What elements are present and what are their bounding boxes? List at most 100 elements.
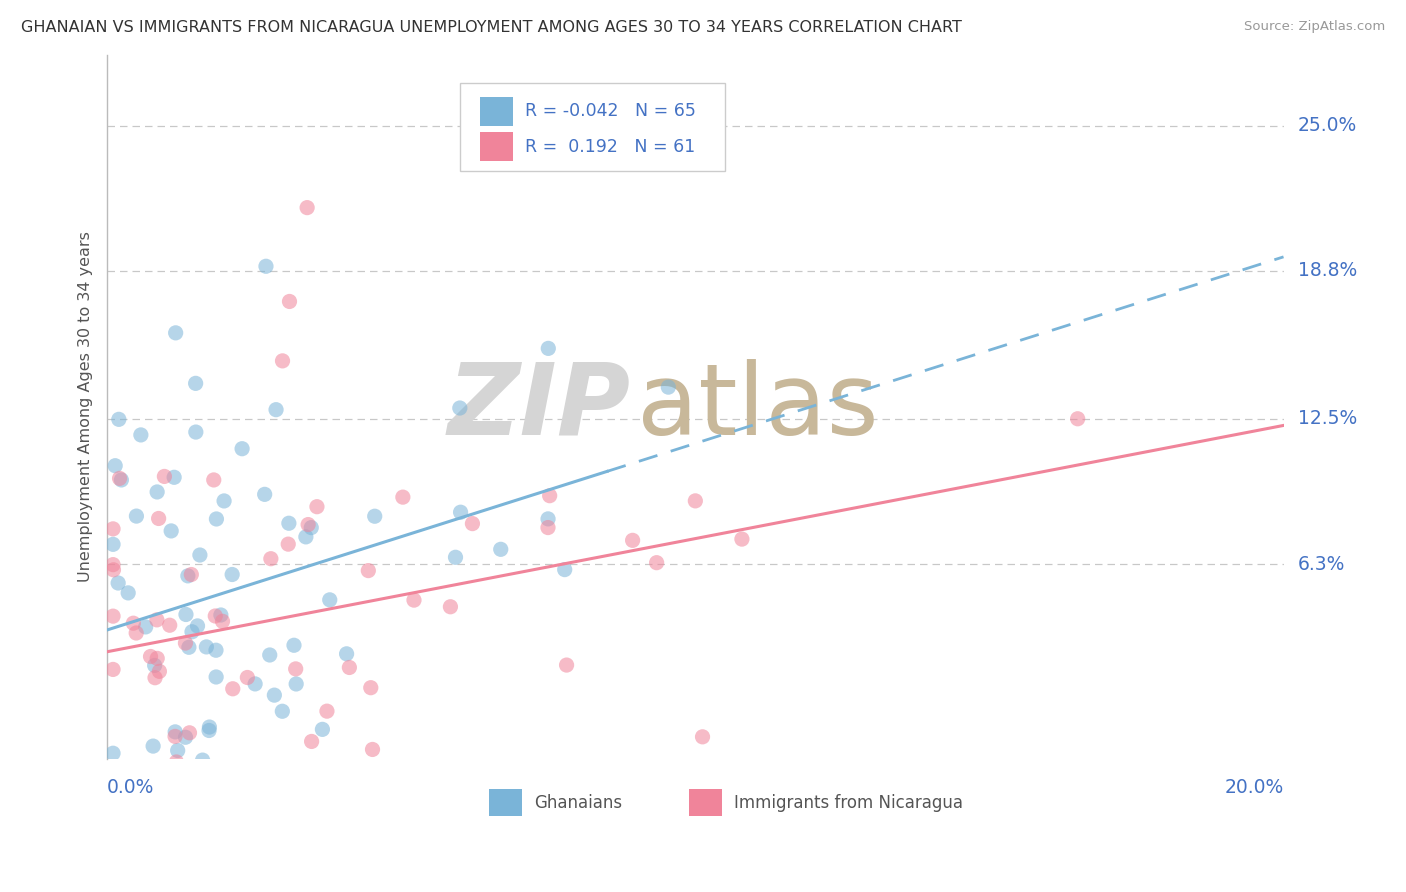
Point bbox=[135, 620, 157, 634]
Text: 25.0%: 25.0% bbox=[1298, 116, 1357, 135]
Point bbox=[186, 619, 208, 633]
Point bbox=[305, 500, 328, 514]
Point bbox=[110, 781, 132, 796]
Point bbox=[108, 471, 131, 485]
Point bbox=[297, 517, 319, 532]
Point bbox=[153, 469, 176, 483]
Point bbox=[731, 532, 754, 546]
Point bbox=[165, 755, 187, 769]
Point bbox=[263, 688, 285, 702]
Point bbox=[657, 380, 679, 394]
Point bbox=[202, 473, 225, 487]
Point bbox=[105, 850, 128, 864]
Point bbox=[184, 376, 207, 391]
Point bbox=[165, 724, 187, 739]
Text: ZIP: ZIP bbox=[447, 359, 631, 456]
Point bbox=[645, 556, 668, 570]
Point bbox=[101, 537, 124, 551]
Point bbox=[188, 548, 211, 562]
Point bbox=[299, 520, 322, 534]
Point bbox=[439, 599, 461, 614]
Point bbox=[148, 665, 170, 679]
Point bbox=[103, 563, 125, 577]
Text: atlas: atlas bbox=[637, 359, 879, 456]
Point bbox=[180, 567, 202, 582]
Point bbox=[108, 412, 131, 426]
FancyBboxPatch shape bbox=[460, 83, 724, 171]
Point bbox=[174, 607, 197, 622]
Point bbox=[554, 563, 576, 577]
Point bbox=[212, 494, 235, 508]
Point bbox=[461, 516, 484, 531]
Point bbox=[165, 730, 187, 744]
Point bbox=[262, 785, 284, 799]
Point bbox=[142, 739, 165, 753]
Point bbox=[537, 342, 560, 356]
Point bbox=[174, 636, 197, 650]
Point bbox=[145, 816, 167, 830]
Point bbox=[336, 647, 359, 661]
Point bbox=[198, 723, 221, 738]
Text: 6.3%: 6.3% bbox=[1298, 555, 1346, 574]
Point bbox=[205, 670, 228, 684]
Point bbox=[143, 671, 166, 685]
Point bbox=[205, 643, 228, 657]
Point bbox=[152, 880, 174, 892]
Text: 12.5%: 12.5% bbox=[1298, 409, 1357, 428]
Point bbox=[319, 592, 342, 607]
Point bbox=[179, 726, 201, 740]
Point bbox=[148, 511, 170, 525]
Point bbox=[101, 746, 124, 760]
Point bbox=[163, 470, 186, 484]
Point bbox=[364, 509, 387, 524]
Point bbox=[489, 542, 512, 557]
Point bbox=[146, 651, 169, 665]
Point bbox=[685, 494, 707, 508]
Bar bbox=[479, 96, 513, 127]
Point bbox=[259, 648, 281, 662]
Point bbox=[101, 609, 124, 624]
Point bbox=[285, 677, 308, 691]
Text: 0.0%: 0.0% bbox=[107, 778, 155, 797]
Point bbox=[146, 485, 169, 500]
Point bbox=[108, 816, 131, 830]
Point bbox=[174, 731, 197, 745]
Point bbox=[101, 558, 124, 572]
Point bbox=[129, 428, 152, 442]
Text: Immigrants from Nicaragua: Immigrants from Nicaragua bbox=[734, 794, 963, 812]
Text: Ghanaians: Ghanaians bbox=[534, 794, 623, 812]
Point bbox=[621, 533, 644, 548]
Point bbox=[254, 260, 277, 274]
Point bbox=[160, 524, 183, 538]
Point bbox=[236, 671, 259, 685]
Point bbox=[301, 734, 323, 748]
Point bbox=[107, 785, 129, 799]
Point bbox=[146, 613, 169, 627]
Point bbox=[692, 730, 714, 744]
Bar bbox=[689, 789, 723, 816]
Point bbox=[107, 576, 129, 591]
Point bbox=[1066, 411, 1088, 425]
Point bbox=[337, 660, 360, 674]
Point bbox=[125, 626, 148, 640]
Text: 18.8%: 18.8% bbox=[1298, 261, 1357, 280]
Text: GHANAIAN VS IMMIGRANTS FROM NICARAGUA UNEMPLOYMENT AMONG AGES 30 TO 34 YEARS COR: GHANAIAN VS IMMIGRANTS FROM NICARAGUA UN… bbox=[21, 20, 962, 35]
Point bbox=[101, 522, 124, 536]
Point bbox=[221, 567, 243, 582]
Point bbox=[322, 798, 344, 813]
Point bbox=[181, 624, 204, 639]
Point bbox=[222, 681, 245, 696]
Point bbox=[198, 720, 221, 734]
Bar bbox=[489, 789, 523, 816]
Point bbox=[184, 425, 207, 439]
Point bbox=[114, 761, 136, 775]
Point bbox=[278, 294, 301, 309]
Point bbox=[271, 704, 294, 718]
Point bbox=[211, 615, 233, 629]
Point bbox=[260, 551, 283, 566]
Text: R =  0.192   N = 61: R = 0.192 N = 61 bbox=[524, 137, 695, 155]
Point bbox=[316, 704, 339, 718]
Point bbox=[117, 586, 139, 600]
Point bbox=[361, 742, 384, 756]
Point bbox=[357, 564, 380, 578]
